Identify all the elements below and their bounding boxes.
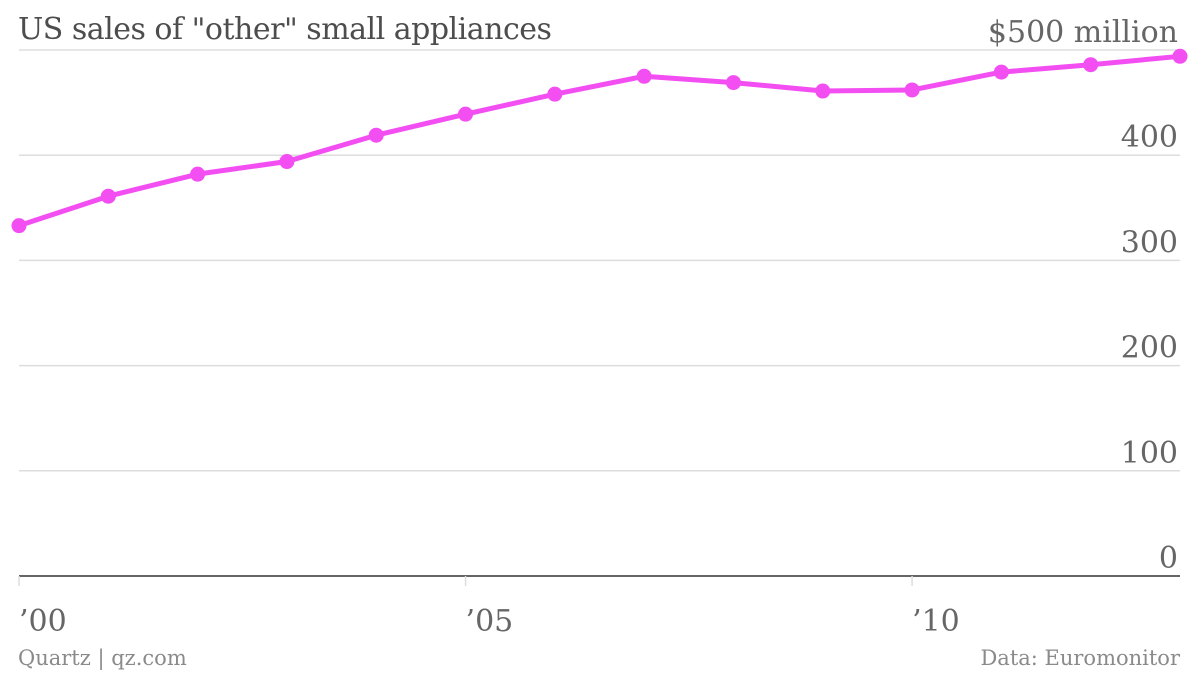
data-point	[547, 86, 563, 102]
source-text: Data: Euromonitor	[980, 646, 1180, 670]
x-tick-label: ’00	[19, 604, 67, 639]
data-point	[458, 106, 474, 122]
chart-title: US sales of "other" small appliances	[18, 12, 552, 47]
gridlines	[19, 49, 1180, 472]
series-line	[16, 53, 1183, 229]
y-tick-label: 200	[1121, 331, 1178, 366]
y-tick-label: 400	[1121, 120, 1178, 155]
y-axis-labels: 0 100 200 300 400 $500 million	[988, 15, 1178, 576]
data-point	[725, 75, 741, 91]
data-point	[1172, 48, 1188, 64]
data-point	[279, 154, 295, 170]
data-point	[993, 64, 1009, 80]
x-axis-ticks: ’00 ’05 ’10	[18, 576, 960, 639]
y-tick-label: 300	[1121, 225, 1178, 260]
y-tick-label: 0	[1159, 541, 1178, 576]
data-point	[815, 83, 831, 99]
credit-text: Quartz | qz.com	[18, 646, 187, 670]
x-tick-label: ’05	[466, 604, 514, 639]
data-point	[100, 188, 116, 204]
data-point	[190, 166, 206, 182]
data-point	[11, 218, 27, 234]
y-tick-label: $500 million	[988, 15, 1178, 50]
data-point	[904, 82, 920, 98]
series	[11, 48, 1188, 234]
y-tick-label: 100	[1121, 436, 1178, 471]
data-point	[368, 127, 384, 143]
x-tick-label: ’10	[912, 604, 960, 639]
data-point	[636, 68, 652, 84]
data-point	[1083, 57, 1099, 73]
